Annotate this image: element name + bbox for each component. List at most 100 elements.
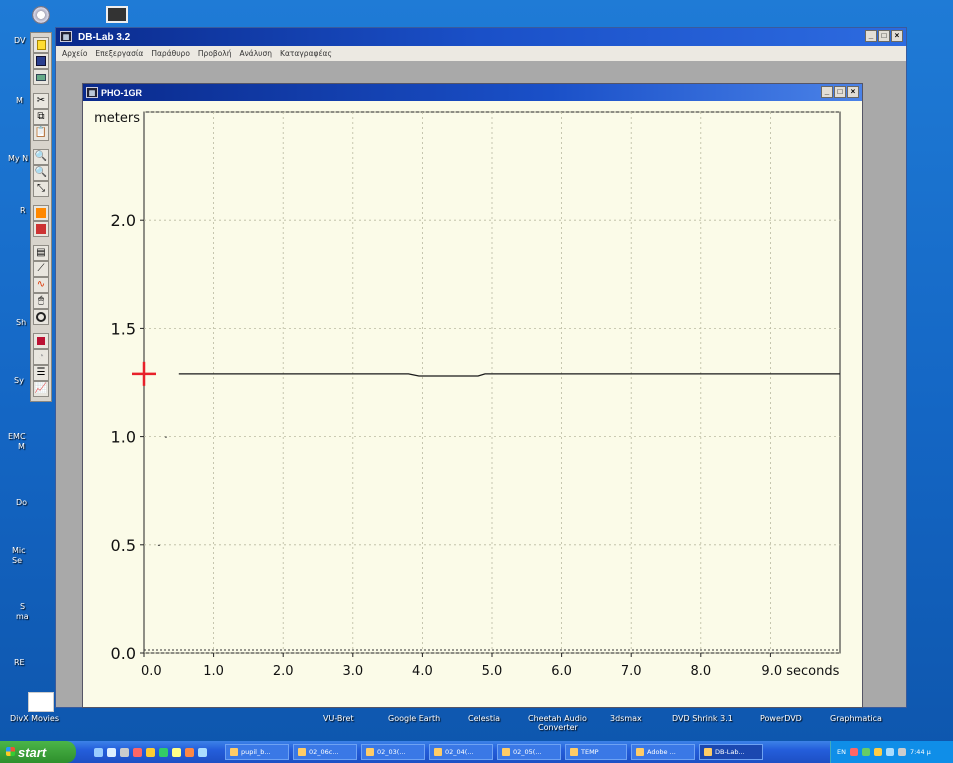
desktop-icon-label[interactable]: DVD Shrink 3.1 xyxy=(672,714,733,723)
chart-minimize-button[interactable]: _ xyxy=(821,86,833,98)
taskbar-task-button[interactable]: Adobe ... xyxy=(631,744,695,760)
menu-analysis[interactable]: Ανάλυση xyxy=(239,49,273,58)
desktop-icon-label[interactable]: M xyxy=(16,96,23,105)
task-app-icon xyxy=(636,748,644,756)
desktop-icon-label[interactable]: Graphmatica xyxy=(830,714,882,723)
quick-launch xyxy=(94,747,207,757)
quicklaunch-icon[interactable] xyxy=(120,747,129,757)
quicklaunch-icon[interactable] xyxy=(146,747,155,757)
clock[interactable]: 7:44 μ xyxy=(909,748,931,756)
task-buttons: pupil_b... 02_06c... 02_03(... 02_04(... 02_… xyxy=(225,744,767,760)
taskbar-task-button[interactable]: 02_03(... xyxy=(361,744,425,760)
desktop-icon-label[interactable]: 3dsmax xyxy=(610,714,642,723)
y-tick-label: 2.0 xyxy=(111,211,136,230)
taskbar-task-button[interactable]: 02_04(... xyxy=(429,744,493,760)
maximize-button[interactable]: □ xyxy=(878,30,890,42)
quicklaunch-icon[interactable] xyxy=(172,747,181,757)
quicklaunch-icon[interactable] xyxy=(185,747,194,757)
tray-icon[interactable] xyxy=(873,748,882,756)
desktop-icon-label[interactable]: Google Earth xyxy=(388,714,441,723)
desktop-icon-label[interactable]: Sy xyxy=(14,376,24,385)
taskbar-task-button[interactable]: TEMP xyxy=(565,744,627,760)
menu-window[interactable]: Παράθυρο xyxy=(151,49,190,58)
start-button[interactable]: start xyxy=(0,741,76,763)
record-icon[interactable] xyxy=(33,309,49,325)
graph-icon[interactable]: 📈 xyxy=(33,381,49,397)
new-file-icon[interactable] xyxy=(33,37,49,53)
desktop-icon-label[interactable]: VU-Bret xyxy=(323,714,354,723)
desktop-icon-label[interactable]: Do xyxy=(16,498,28,507)
desktop-icon-label[interactable]: ma xyxy=(16,612,29,621)
taskbar-task-button[interactable]: 02_05(... xyxy=(497,744,561,760)
stop-icon[interactable] xyxy=(33,333,49,349)
tray-icon[interactable] xyxy=(897,748,906,756)
taskbar-task-button[interactable]: 02_06c... xyxy=(293,744,357,760)
desktop-icon-label[interactable]: DV xyxy=(14,36,26,45)
paste-icon[interactable]: 📋 xyxy=(33,125,49,141)
close-button[interactable]: × xyxy=(891,30,903,42)
menu-logger[interactable]: Καταγραφέας xyxy=(280,49,332,58)
quicklaunch-icon[interactable] xyxy=(133,747,142,757)
desktop-icon-label[interactable]: Mic xyxy=(12,546,26,555)
zoom-out-icon[interactable]: 🔍 xyxy=(33,165,49,181)
settings-icon[interactable] xyxy=(32,6,50,24)
cut-icon[interactable]: ✂ xyxy=(33,93,49,109)
table-icon[interactable]: ▤ xyxy=(33,245,49,261)
chart-maximize-button[interactable]: □ xyxy=(834,86,846,98)
desktop-icon-label[interactable]: DivX Movies xyxy=(10,714,59,723)
menu-edit[interactable]: Επεξεργασία xyxy=(95,49,144,58)
marker-icon[interactable]: 🖱 xyxy=(33,293,49,309)
taskbar-task-button[interactable]: pupil_b... xyxy=(225,744,289,760)
distance-time-chart[interactable]: 0.0 0.5 1.0 1.5 2.0 0.0 1.0 2.0 3.0 4.0 5.0 6.0 7.0 8… xyxy=(83,101,862,707)
tray-icon[interactable] xyxy=(885,748,894,756)
desktop-icon-label[interactable]: Sh xyxy=(16,318,27,327)
desktop-icon-label[interactable]: PowerDVD xyxy=(760,714,802,723)
app-title-bar[interactable]: ▦ DB-Lab 3.2 _ □ × xyxy=(56,28,906,46)
desktop-icon-label[interactable]: M xyxy=(18,442,25,451)
zoom-fit-icon[interactable]: ⤡ xyxy=(33,181,49,197)
desktop-icon-label[interactable]: Converter xyxy=(538,723,578,732)
task-label: 02_04(... xyxy=(445,748,474,756)
quicklaunch-icon[interactable] xyxy=(159,747,168,757)
quicklaunch-icon[interactable] xyxy=(198,747,207,757)
task-app-icon xyxy=(570,748,578,756)
desktop-icon-label[interactable]: RE xyxy=(14,658,25,667)
task-app-icon xyxy=(366,748,374,756)
copy-icon[interactable]: ⧉ xyxy=(33,109,49,125)
tray-icon[interactable] xyxy=(849,748,858,756)
taskbar-task-button[interactable]: DB-Lab... xyxy=(699,744,763,760)
data-point xyxy=(164,436,167,438)
quicklaunch-icon[interactable] xyxy=(94,747,103,757)
tray-icon[interactable] xyxy=(861,748,870,756)
language-indicator[interactable]: EN xyxy=(837,748,846,756)
desktop-icon-label[interactable]: Celestia xyxy=(468,714,501,723)
chart-title-bar[interactable]: ▦ PHO-1GR _ □ × xyxy=(83,84,862,101)
desktop-icon-label[interactable]: My N xyxy=(8,154,29,163)
quicklaunch-icon[interactable] xyxy=(107,747,116,757)
desktop-icon-label[interactable]: R xyxy=(20,206,26,215)
rescale-icon[interactable] xyxy=(33,221,49,237)
x-tick-label: 5.0 xyxy=(482,664,503,679)
menu-view[interactable]: Προβολή xyxy=(197,49,232,58)
task-label: DB-Lab... xyxy=(715,748,745,756)
chart-close-button[interactable]: × xyxy=(847,86,859,98)
desktop-icon-label[interactable]: S xyxy=(20,602,26,611)
zoom-in-icon[interactable]: 🔍 xyxy=(33,149,49,165)
slope-icon[interactable]: ⟋ xyxy=(33,261,49,277)
desktop-icon-label[interactable]: Se xyxy=(12,556,22,565)
task-label: 02_03(... xyxy=(377,748,406,756)
image-file-icon[interactable] xyxy=(106,6,128,23)
save-icon[interactable] xyxy=(33,53,49,69)
list-icon[interactable]: ☰ xyxy=(33,365,49,381)
print-icon[interactable] xyxy=(33,69,49,85)
x-tick-label: 8.0 xyxy=(690,664,711,679)
menu-file[interactable]: Αρχείο xyxy=(62,49,88,58)
desktop-icon-label[interactable]: EMC xyxy=(8,432,26,441)
minimize-button[interactable]: _ xyxy=(865,30,877,42)
desktop-icon-label[interactable]: Cheetah Audio xyxy=(528,714,587,723)
autoscale-icon[interactable] xyxy=(33,205,49,221)
divx-movies-icon[interactable] xyxy=(28,692,54,712)
task-label: Adobe ... xyxy=(647,748,676,756)
task-label: 02_05(... xyxy=(513,748,542,756)
fit-curve-icon[interactable]: ∿ xyxy=(33,277,49,293)
